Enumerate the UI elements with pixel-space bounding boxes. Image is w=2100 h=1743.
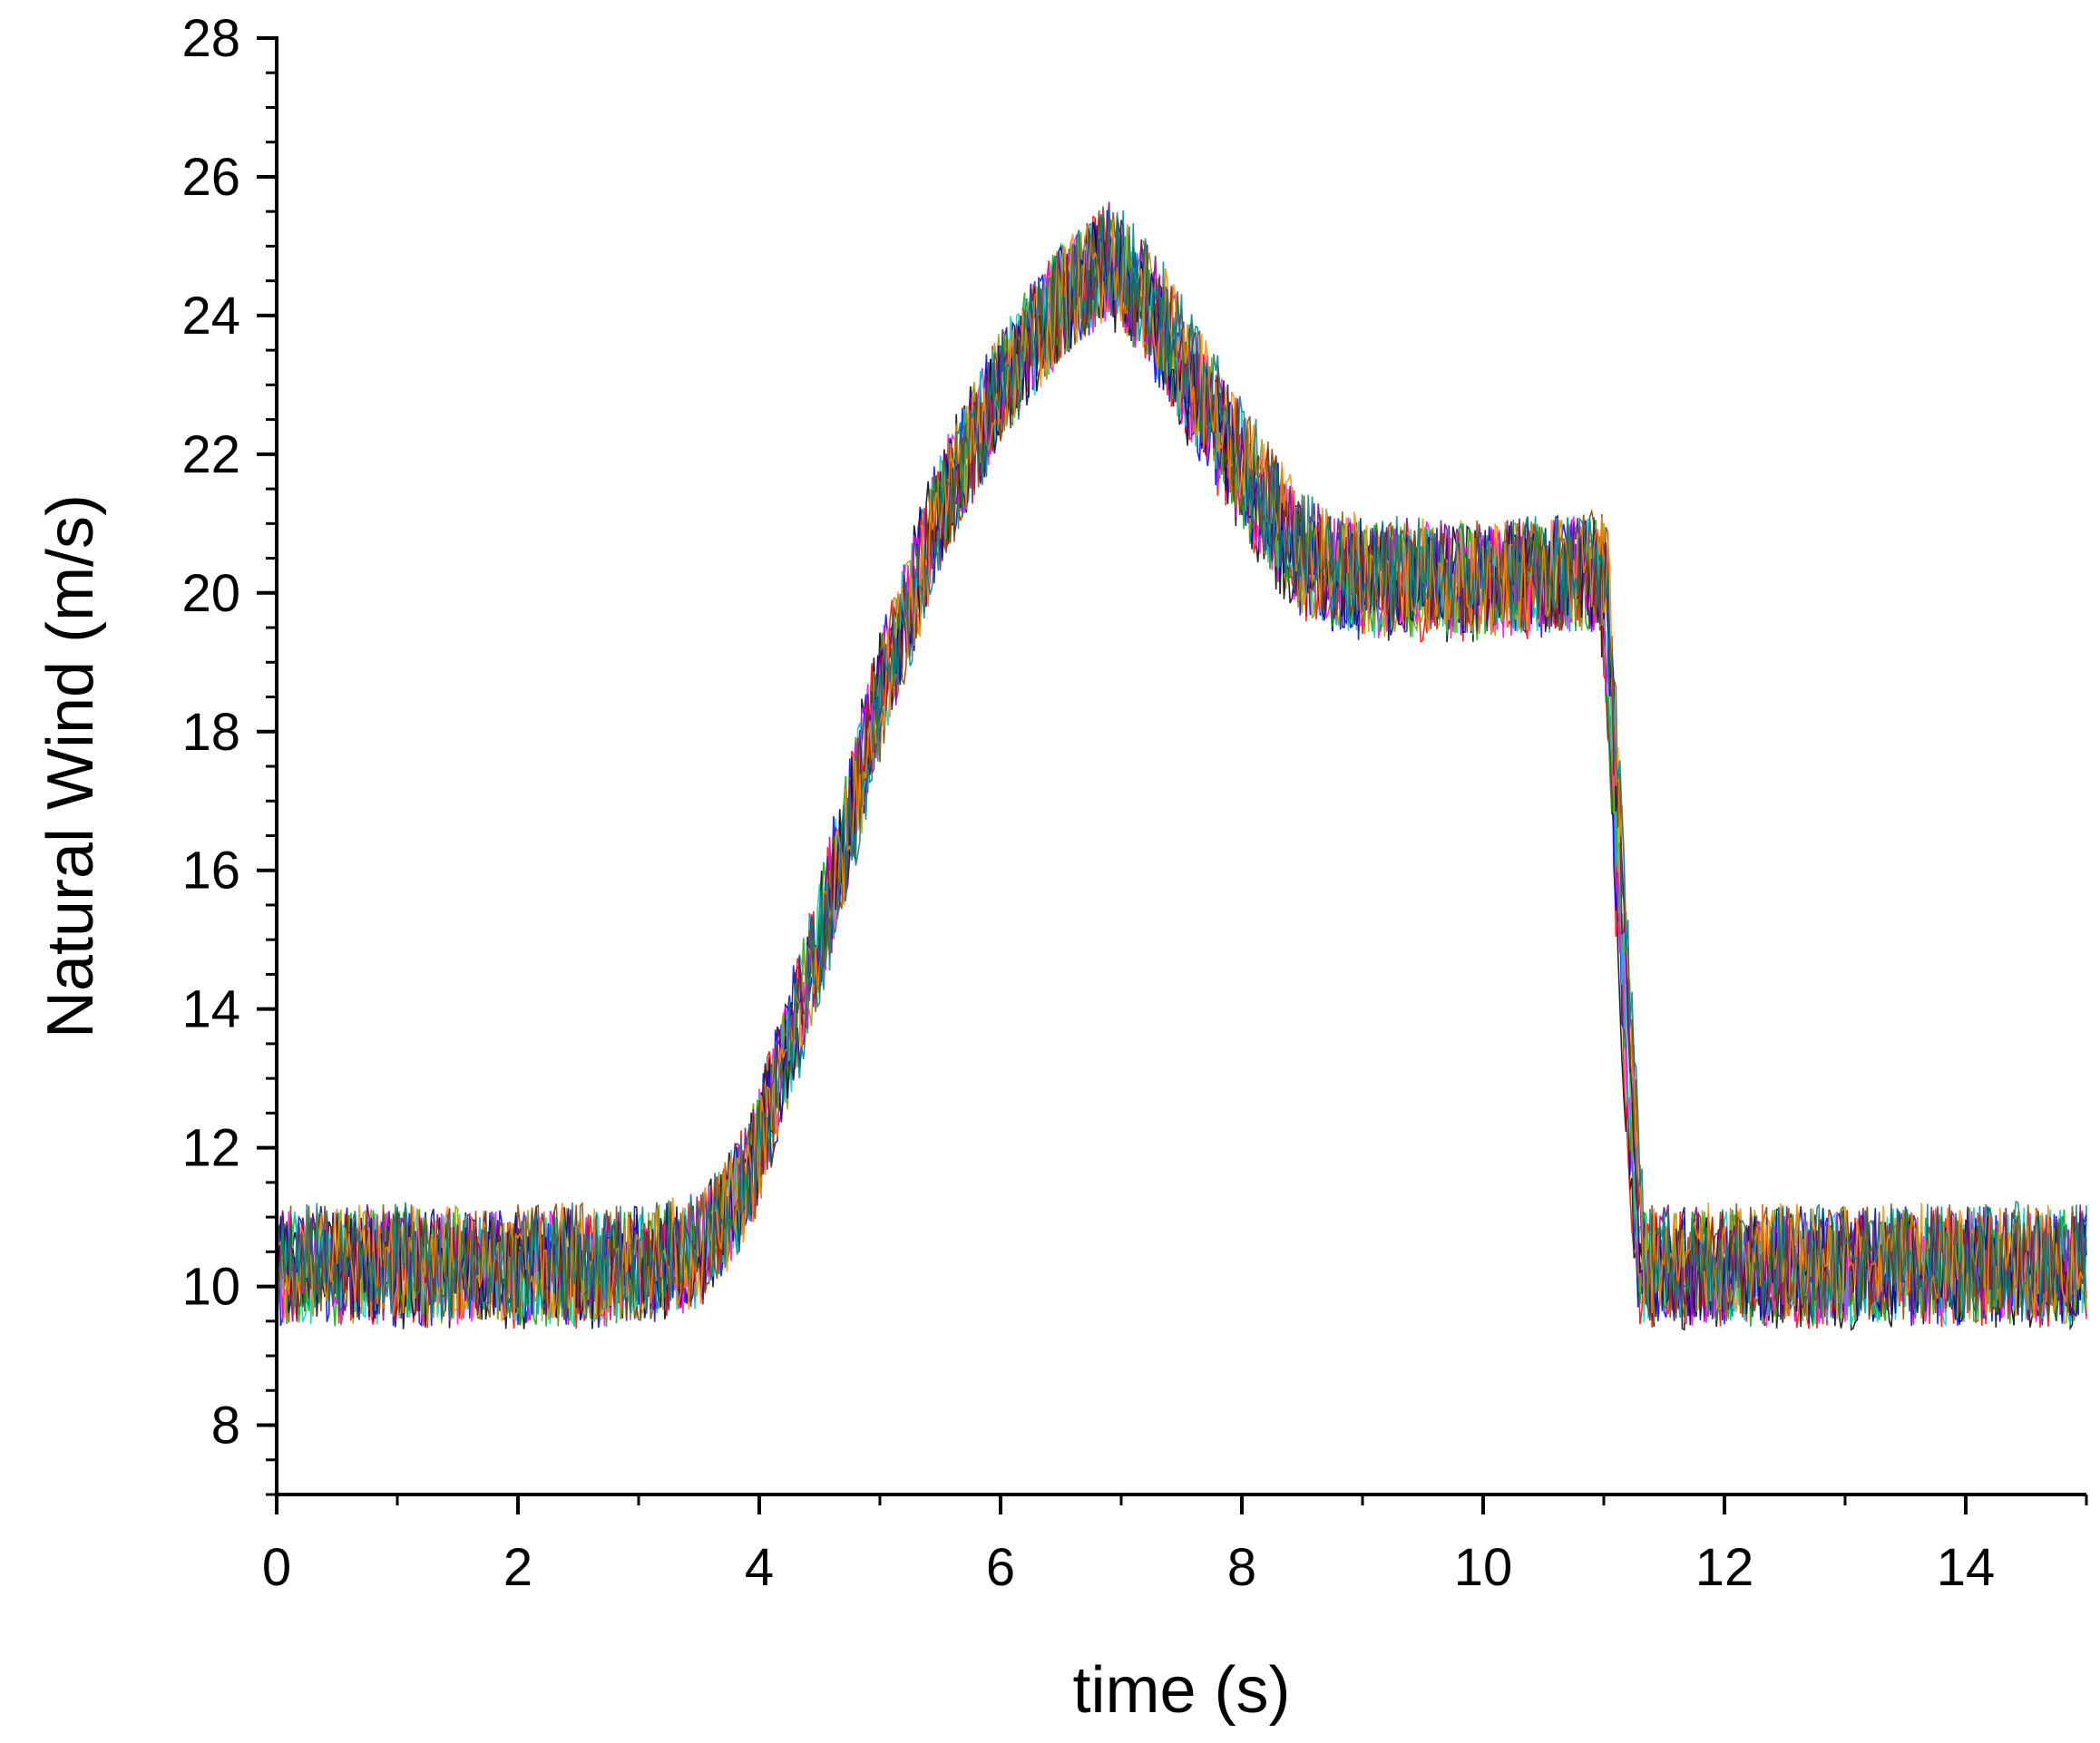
y-tick-label: 12 (181, 1119, 240, 1178)
series-line-12 (276, 209, 2087, 1319)
y-tick-label: 16 (181, 842, 240, 901)
y-tick-label: 10 (181, 1258, 240, 1317)
x-tick-label: 4 (745, 1538, 774, 1597)
x-tick-label: 14 (1937, 1538, 1996, 1597)
y-tick-label: 24 (181, 287, 240, 346)
y-tick-label: 28 (181, 9, 240, 68)
y-axis-title: Natural Wind (m/s) (34, 494, 107, 1038)
series-line-11 (276, 219, 2087, 1323)
y-tick-label: 22 (181, 425, 240, 484)
x-tick-label: 8 (1227, 1538, 1256, 1597)
x-tick-label: 0 (262, 1538, 291, 1597)
y-tick-label: 14 (181, 980, 240, 1039)
y-tick-label: 26 (181, 148, 240, 207)
series-layer (276, 201, 2087, 1331)
x-tick-label: 12 (1695, 1538, 1754, 1597)
x-tick-label: 2 (503, 1538, 532, 1597)
x-tick-label: 6 (986, 1538, 1015, 1597)
x-tick-label: 10 (1454, 1538, 1513, 1597)
x-axis-title: time (s) (1073, 1654, 1291, 1727)
y-tick-label: 18 (181, 703, 240, 762)
y-tick-label: 20 (181, 564, 240, 623)
y-tick-label: 8 (211, 1397, 240, 1456)
